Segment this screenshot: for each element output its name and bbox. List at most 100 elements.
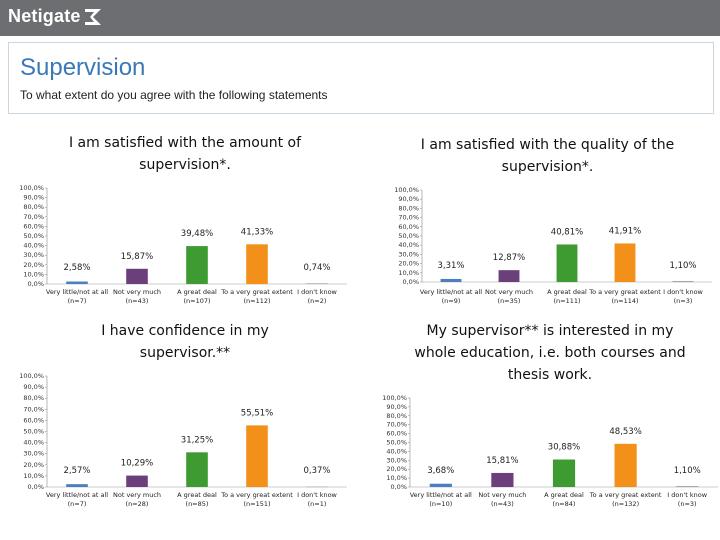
y-tick-label: 100,0% bbox=[19, 372, 44, 380]
data-label: 0,37% bbox=[303, 466, 330, 476]
y-tick-label: 40,0% bbox=[23, 242, 44, 250]
category-label: Not very much (n=35) bbox=[485, 288, 533, 305]
bar-4 bbox=[246, 244, 268, 284]
chart-2-title: I am satisfied with the quality of the s… bbox=[420, 137, 675, 175]
bar-3 bbox=[556, 244, 578, 282]
chart-3: 100,0% 90,0% 80,0% 70,0% 60,0% 50,0% 40,0% 30,0… bbox=[19, 372, 347, 508]
y-tick-label: 70,0% bbox=[386, 421, 407, 429]
category-label: To a very great extent (n=112) bbox=[220, 288, 293, 305]
y-tick-label: 60,0% bbox=[23, 416, 44, 424]
y-tick-label: 0,0% bbox=[27, 483, 44, 491]
y-tick-label: 90,0% bbox=[398, 195, 419, 203]
y-tick-label: 70,0% bbox=[23, 213, 44, 221]
y-tick-label: 30,0% bbox=[23, 251, 44, 259]
category-label: I don't know (n=1) bbox=[297, 491, 337, 508]
y-tick-label: 90,0% bbox=[23, 383, 44, 391]
netigate-logo: Netigate bbox=[8, 6, 81, 26]
y-tick-label: 20,0% bbox=[386, 465, 407, 473]
page-subtitle: To what extent do you agree with the fol… bbox=[20, 88, 328, 102]
category-label: I don't know (n=3) bbox=[663, 288, 703, 305]
data-label: 31,25% bbox=[181, 435, 213, 445]
y-tick-label: 60,0% bbox=[386, 430, 407, 438]
data-label: 41,91% bbox=[609, 226, 641, 236]
bar-4 bbox=[614, 443, 637, 487]
y-tick-label: 70,0% bbox=[398, 214, 419, 222]
data-label: 15,87% bbox=[121, 252, 153, 262]
data-label: 30,88% bbox=[548, 443, 580, 453]
bar-2 bbox=[498, 270, 520, 282]
bar-1 bbox=[66, 281, 88, 284]
chart-1-title: I am satisfied with the amount of superv… bbox=[68, 135, 302, 173]
bar-1 bbox=[429, 483, 452, 487]
y-tick-label: 90,0% bbox=[386, 403, 407, 411]
bar-1 bbox=[66, 484, 88, 487]
category-label: Not very much (n=43) bbox=[478, 491, 526, 508]
bar-4 bbox=[246, 425, 268, 487]
bar-2 bbox=[126, 475, 148, 487]
y-tick-label: 20,0% bbox=[398, 260, 419, 268]
category-label: A great deal (n=107) bbox=[177, 288, 217, 305]
bar-4 bbox=[614, 243, 636, 282]
bar-2 bbox=[491, 472, 514, 487]
y-tick-label: 100,0% bbox=[382, 394, 407, 402]
category-label: To a very great extent (n=132) bbox=[589, 491, 662, 508]
category-label: Not very much (n=43) bbox=[113, 288, 161, 305]
data-label: 3,31% bbox=[437, 261, 464, 271]
category-label: Very little/not at all (n=9) bbox=[420, 288, 482, 305]
y-tick-label: 0,0% bbox=[402, 278, 419, 286]
bar-5 bbox=[306, 283, 328, 284]
y-tick-label: 10,0% bbox=[23, 270, 44, 278]
data-label: 0,74% bbox=[303, 263, 330, 273]
y-tick-label: 30,0% bbox=[398, 250, 419, 258]
chart-3-title: I have confidence in my supervisor.** bbox=[101, 323, 269, 361]
y-tick-label: 80,0% bbox=[23, 394, 44, 402]
bar-3 bbox=[186, 246, 208, 284]
chart-1: 100,0% 90,0%80,0% 70,0%60,0% 50,0% 40,0%30,0… bbox=[19, 184, 347, 305]
category-label: To a very great extent (n=151) bbox=[220, 491, 293, 508]
category-label: Not very much (n=28) bbox=[113, 491, 161, 508]
data-label: 1,10% bbox=[669, 261, 696, 271]
category-label: Very little/not at all (n=7) bbox=[46, 288, 108, 305]
category-label: A great deal (n=84) bbox=[544, 491, 584, 508]
y-tick-label: 100,0% bbox=[19, 184, 44, 192]
data-label: 48,53% bbox=[609, 427, 641, 437]
y-tick-label: 40,0% bbox=[386, 447, 407, 455]
data-label: 55,51% bbox=[241, 408, 273, 418]
y-tick-label: 60,0% bbox=[23, 222, 44, 230]
bar-5 bbox=[676, 486, 699, 487]
netigate-logo-icon bbox=[85, 9, 101, 25]
chart-4: 100,0%90,0%80,0%70,0%60,0%50,0%40,0%30,0… bbox=[382, 394, 718, 508]
y-tick-label: 50,0% bbox=[386, 439, 407, 447]
y-tick-label: 40,0% bbox=[23, 439, 44, 447]
y-tick-label: 80,0% bbox=[23, 203, 44, 211]
header-bar: Netigate bbox=[0, 0, 720, 36]
y-tick-label: 0,0% bbox=[27, 280, 44, 288]
y-tick-label: 70,0% bbox=[23, 405, 44, 413]
page-title: Supervision bbox=[20, 54, 146, 81]
data-label: 15,81% bbox=[486, 456, 518, 466]
category-label: Very little/not at all (n=10) bbox=[410, 491, 472, 508]
category-label: Very little/not at all (n=7) bbox=[46, 491, 108, 508]
title-box bbox=[8, 42, 714, 114]
data-label: 40,81% bbox=[551, 227, 583, 237]
y-tick-label: 10,0% bbox=[398, 269, 419, 277]
y-tick-label: 100,0% bbox=[394, 186, 419, 194]
y-tick-label: 80,0% bbox=[386, 412, 407, 420]
y-tick-label: 0,0% bbox=[390, 483, 407, 491]
data-label: 12,87% bbox=[493, 253, 525, 263]
y-tick-label: 50,0% bbox=[398, 232, 419, 240]
bar-3 bbox=[552, 459, 576, 487]
category-label: A great deal (n=85) bbox=[177, 491, 217, 508]
y-tick-label: 60,0% bbox=[398, 223, 419, 231]
y-tick-label: 50,0% bbox=[23, 232, 44, 240]
y-tick-label: 50,0% bbox=[23, 428, 44, 436]
bar-1 bbox=[440, 278, 462, 282]
y-tick-label: 80,0% bbox=[398, 204, 419, 212]
category-label: To a very great extent (n=114) bbox=[588, 288, 661, 305]
category-label: A great deal (n=111) bbox=[547, 288, 587, 305]
data-label: 2,57% bbox=[63, 466, 90, 476]
data-label: 39,48% bbox=[181, 229, 213, 239]
data-label: 1,10% bbox=[674, 466, 701, 476]
y-tick-label: 20,0% bbox=[23, 261, 44, 269]
